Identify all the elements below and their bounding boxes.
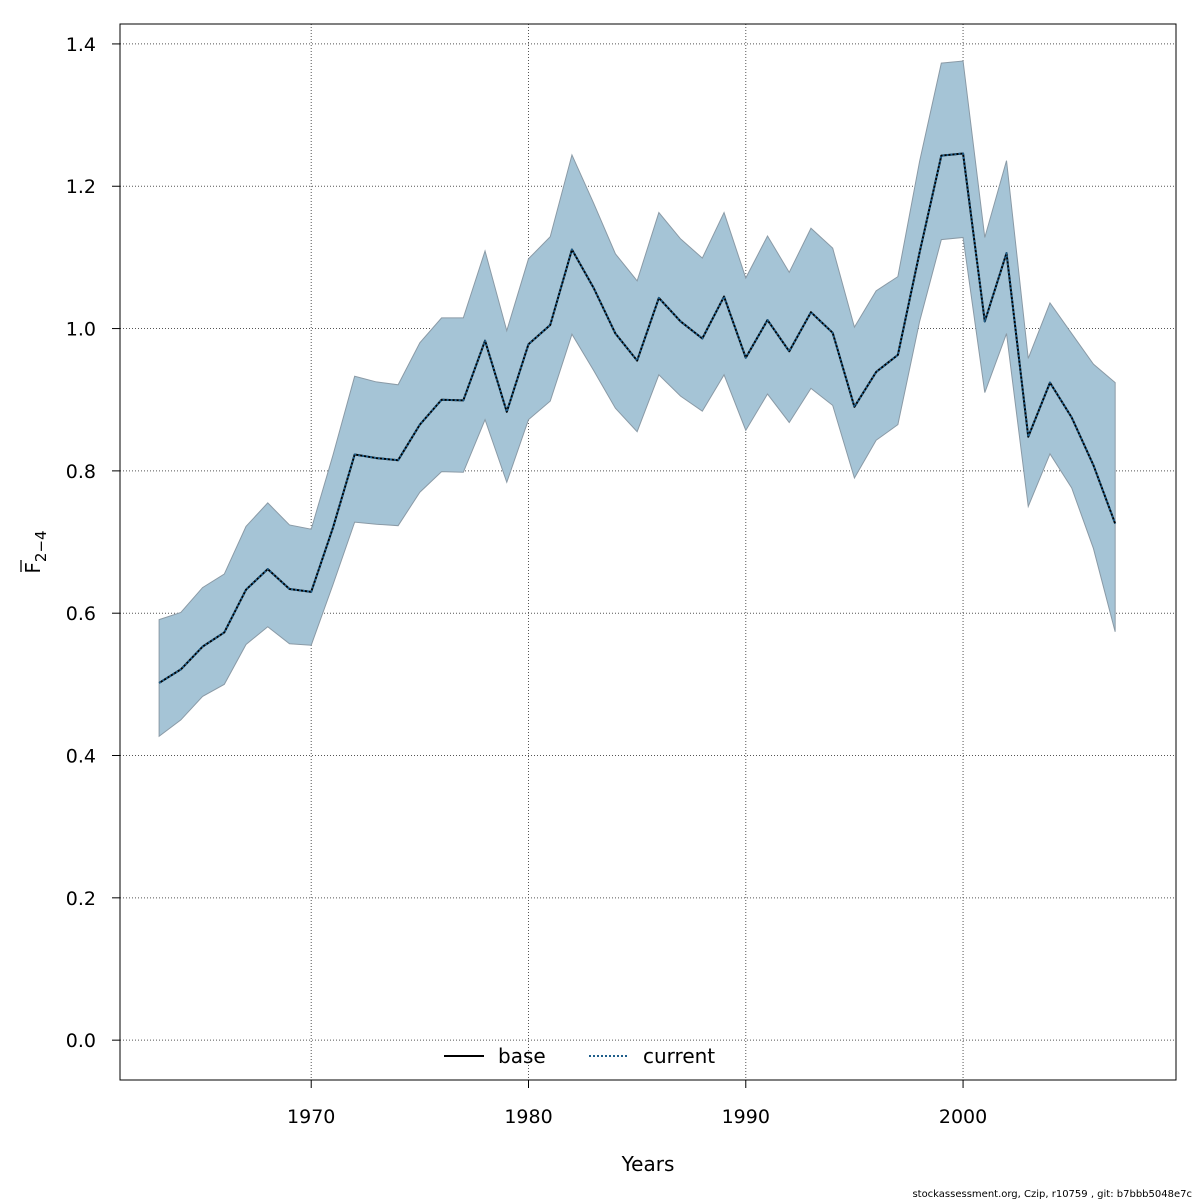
series-line-current [158, 152, 1117, 684]
y-tick-label: 1.0 [66, 319, 96, 341]
y-tick-label: 0.6 [66, 603, 96, 625]
svg-text:F2−4: F2−4 [21, 530, 50, 573]
legend-base-label: base [498, 1044, 546, 1068]
y-axis-title: F2−4 [20, 530, 50, 574]
x-tick-label: 2000 [939, 1106, 987, 1128]
legend: base current [444, 1044, 715, 1068]
legend-current-label: current [643, 1044, 715, 1068]
y-tick-label: 0.8 [66, 461, 96, 483]
x-axis-title: Years [621, 1152, 675, 1176]
x-tick-label: 1980 [504, 1106, 552, 1128]
x-tick-label: 1970 [287, 1106, 335, 1128]
series-lines [158, 152, 1117, 684]
confidence-band-area [158, 60, 1116, 738]
y-axis: 0.0 0.2 0.4 0.6 0.8 1.0 1.2 1.4 [66, 34, 120, 1052]
y-axis-title-main: F [21, 562, 45, 574]
y-tick-label: 1.2 [66, 176, 96, 198]
x-tick-label: 1990 [722, 1106, 770, 1128]
confidence-band [158, 60, 1116, 738]
y-tick-label: 0.0 [66, 1030, 96, 1052]
y-tick-label: 0.2 [66, 888, 96, 910]
y-axis-title-subscript: 2−4 [32, 530, 50, 562]
x-axis: 1970 1980 1990 2000 [287, 1080, 987, 1128]
plot-frame [119, 23, 1177, 1081]
y-tick-label: 1.4 [66, 34, 96, 56]
footer-credit: stockassessment.org, Czip, r10759 , git:… [912, 1189, 1192, 1200]
y-tick-label: 0.4 [66, 746, 96, 768]
